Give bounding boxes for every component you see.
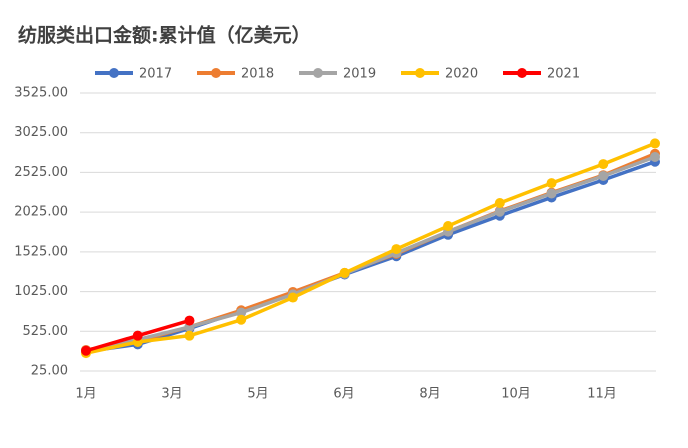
legend-label: 2017 — [139, 67, 172, 82]
y-tick-label: 2025.00 — [14, 205, 68, 220]
legend-marker — [415, 68, 425, 78]
x-tick-label: 6月 — [333, 387, 354, 402]
point — [598, 159, 609, 170]
y-tick-label: 1525.00 — [14, 244, 68, 259]
legend-label: 2020 — [445, 67, 478, 82]
x-tick-label: 5月 — [247, 387, 268, 402]
point — [494, 198, 505, 209]
point — [650, 151, 660, 162]
point — [236, 307, 247, 318]
legend-label: 2018 — [241, 67, 274, 82]
point — [391, 244, 402, 255]
chart-title: 纺服类出口金额:累计值（亿美元） — [18, 24, 311, 47]
point — [132, 330, 143, 341]
y-tick-label: 2525.00 — [14, 165, 68, 180]
x-tick-label: 1月 — [75, 387, 96, 402]
y-tick-label: 525.00 — [23, 324, 69, 339]
point — [81, 345, 91, 356]
point — [546, 188, 557, 199]
point — [287, 292, 298, 303]
y-tick-label: 3025.00 — [14, 125, 68, 140]
point — [184, 330, 195, 341]
x-tick-label: 10月 — [501, 387, 531, 402]
point — [650, 138, 660, 149]
point — [494, 206, 505, 217]
y-tick-label: 25.00 — [31, 364, 68, 379]
legend-marker — [109, 68, 119, 78]
x-tick-label: 3月 — [161, 387, 182, 402]
legend-label: 2019 — [343, 67, 376, 82]
y-tick-label: 3525.00 — [14, 86, 68, 101]
y-tick-label: 1025.00 — [14, 284, 68, 299]
point — [184, 315, 195, 326]
x-tick-label: 8月 — [419, 387, 440, 402]
legend-marker — [313, 68, 323, 78]
point — [598, 171, 609, 182]
series-line — [85, 141, 656, 355]
legend-marker — [211, 68, 221, 78]
legend-marker — [517, 68, 527, 78]
point — [546, 178, 557, 189]
point — [443, 221, 454, 232]
x-tick-label: 11月 — [587, 387, 617, 402]
series-line — [85, 155, 656, 353]
legend-label: 2021 — [547, 67, 580, 82]
series-line — [85, 160, 656, 354]
point — [339, 267, 350, 278]
point — [236, 314, 247, 325]
